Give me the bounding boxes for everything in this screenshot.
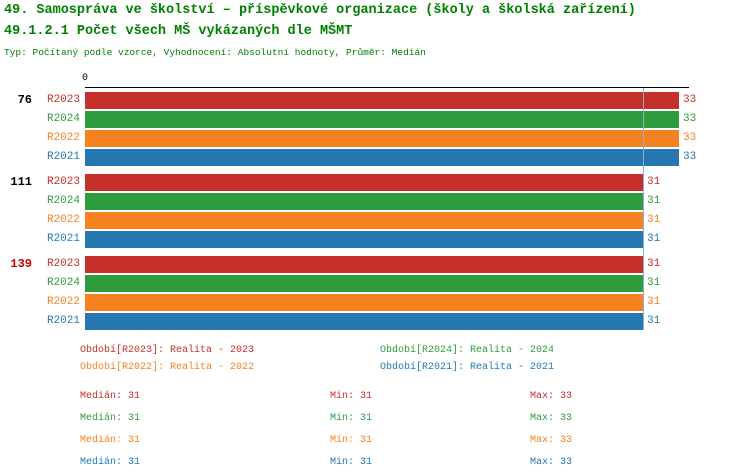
group-value-label: 76 bbox=[17, 93, 32, 107]
bar-value-label: 31 bbox=[647, 176, 661, 188]
series-row-label-r2022: R2022 bbox=[46, 296, 80, 308]
legend-item-r2024: Období[R2024]: Realita - 2024 bbox=[380, 345, 555, 356]
series-row-label-r2023: R2023 bbox=[46, 94, 80, 106]
bar-r2022 bbox=[85, 212, 643, 229]
series-row-label-r2021: R2021 bbox=[46, 315, 80, 327]
bar-value-label: 31 bbox=[647, 214, 661, 226]
stat-max-r2023: Max: 33 bbox=[530, 391, 573, 402]
series-row-label-r2022: R2022 bbox=[46, 132, 80, 144]
legend-item-r2021: Období[R2021]: Realita - 2021 bbox=[380, 362, 555, 373]
stat-max-r2022: Max: 33 bbox=[530, 435, 573, 446]
bar-value-label: 31 bbox=[647, 195, 661, 207]
bar-value-label: 31 bbox=[647, 315, 661, 327]
series-row-label-r2024: R2024 bbox=[46, 195, 80, 207]
group-value-label: 111 bbox=[10, 175, 32, 189]
bar-r2023 bbox=[85, 92, 679, 109]
bar-r2021 bbox=[85, 149, 679, 166]
bar-value-label: 33 bbox=[683, 94, 697, 106]
bar-value-label: 31 bbox=[647, 296, 661, 308]
bar-r2023 bbox=[85, 256, 643, 273]
bar-r2021 bbox=[85, 313, 643, 330]
series-row-label-r2022: R2022 bbox=[46, 214, 80, 226]
stat-min-r2023: Min: 31 bbox=[330, 391, 373, 402]
bar-r2022 bbox=[85, 294, 643, 311]
bar-r2022 bbox=[85, 130, 679, 147]
legend-item-r2022: Období[R2022]: Realita - 2022 bbox=[80, 362, 255, 373]
stat-min-r2022: Min: 31 bbox=[330, 435, 373, 446]
x-axis-line bbox=[85, 87, 689, 88]
bar-value-label: 31 bbox=[647, 258, 661, 270]
series-row-label-r2023: R2023 bbox=[46, 176, 80, 188]
bar-value-label: 31 bbox=[647, 277, 661, 289]
x-axis-zero-label: 0 bbox=[82, 73, 89, 84]
series-row-label-r2021: R2021 bbox=[46, 233, 80, 245]
stat-median-r2022: Medián: 31 bbox=[80, 435, 141, 446]
stat-median-r2021: Medián: 31 bbox=[80, 457, 141, 468]
bar-r2021 bbox=[85, 231, 643, 248]
median-reference-line bbox=[643, 88, 644, 330]
series-row-label-r2024: R2024 bbox=[46, 113, 80, 125]
bar-r2023 bbox=[85, 174, 643, 191]
stat-min-r2021: Min: 31 bbox=[330, 457, 373, 468]
bar-value-label: 31 bbox=[647, 233, 661, 245]
group-value-label: 139 bbox=[10, 257, 32, 271]
bar-value-label: 33 bbox=[683, 113, 697, 125]
stat-max-r2021: Max: 33 bbox=[530, 457, 573, 468]
stat-max-r2024: Max: 33 bbox=[530, 413, 573, 424]
bar-r2024 bbox=[85, 275, 643, 292]
stat-median-r2023: Medián: 31 bbox=[80, 391, 141, 402]
series-row-label-r2021: R2021 bbox=[46, 151, 80, 163]
bar-value-label: 33 bbox=[683, 151, 697, 163]
bar-value-label: 33 bbox=[683, 132, 697, 144]
bar-r2024 bbox=[85, 111, 679, 128]
series-row-label-r2024: R2024 bbox=[46, 277, 80, 289]
bar-r2024 bbox=[85, 193, 643, 210]
stat-min-r2024: Min: 31 bbox=[330, 413, 373, 424]
series-row-label-r2023: R2023 bbox=[46, 258, 80, 270]
legend-item-r2023: Období[R2023]: Realita - 2023 bbox=[80, 345, 255, 356]
stat-median-r2024: Medián: 31 bbox=[80, 413, 141, 424]
page-title: 49. Samospráva ve školství – příspěvkové… bbox=[4, 3, 636, 18]
page-subtitle: 49.1.2.1 Počet všech MŠ vykázaných dle M… bbox=[4, 24, 353, 39]
chart-meta-line: Typ: Počítaný podle vzorce, Vyhodnocení:… bbox=[4, 47, 426, 58]
